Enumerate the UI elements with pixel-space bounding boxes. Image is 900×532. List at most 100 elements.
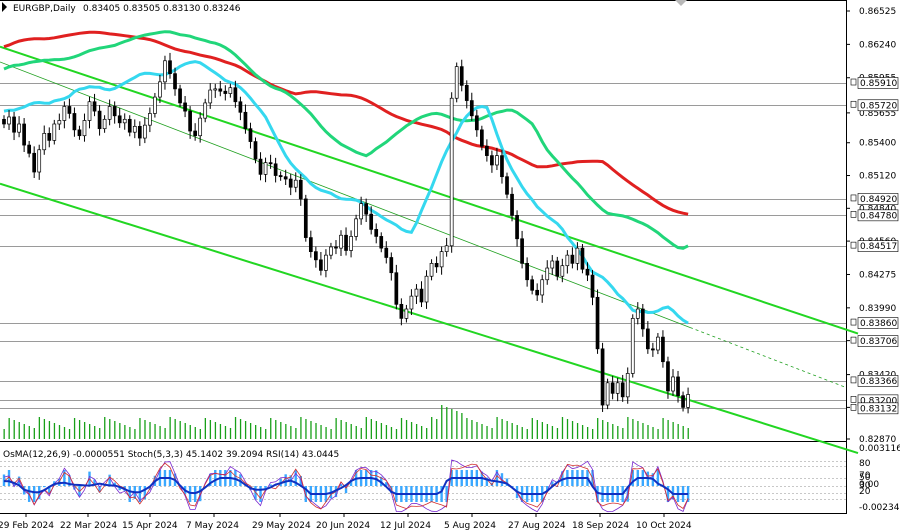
price-tick-label-8: 0.84275 xyxy=(859,270,896,280)
volume-bar-77 xyxy=(390,427,393,439)
level-label-7: 0.83366 xyxy=(850,375,899,387)
candle-28 xyxy=(142,117,147,144)
level-marker-icon xyxy=(850,241,857,249)
symbol-collapse-icon[interactable] xyxy=(2,2,7,12)
volume-bar-118 xyxy=(597,418,599,439)
volume-bar-81 xyxy=(410,422,413,439)
osma-bar-67 xyxy=(339,484,343,486)
candle-body-down xyxy=(268,162,273,165)
candle-body-down xyxy=(273,163,278,176)
volume-bar-124 xyxy=(627,417,629,439)
candle-114 xyxy=(575,242,580,271)
candle-81 xyxy=(409,289,414,315)
candle-body-down xyxy=(2,118,6,125)
candle-16 xyxy=(82,113,87,142)
candle-38 xyxy=(193,123,197,141)
moving-average-2 xyxy=(3,60,689,325)
osma-bar-18 xyxy=(93,479,96,486)
volume-bar-86 xyxy=(436,419,438,439)
candle-body-down xyxy=(485,145,489,156)
candle-72 xyxy=(364,198,369,223)
candle-56 xyxy=(283,169,288,186)
level-label-box xyxy=(857,77,899,89)
candle-37 xyxy=(188,106,192,139)
candle-106 xyxy=(535,283,540,301)
level-label-text: 0.84920 xyxy=(860,195,897,205)
candle-135 xyxy=(681,391,685,412)
candle-body-up xyxy=(409,295,414,310)
osma-bar-118 xyxy=(596,486,599,502)
candle-body-down xyxy=(233,87,238,103)
volume-bar-58 xyxy=(295,428,297,439)
volume-bar-15 xyxy=(78,420,81,439)
candle-body-down xyxy=(681,395,685,408)
candle-30 xyxy=(153,92,157,118)
candle-53 xyxy=(268,154,273,169)
candle-117 xyxy=(590,270,595,306)
level-label-text: 0.85910 xyxy=(860,79,897,89)
candle-body-up xyxy=(208,89,213,104)
candle-body-up xyxy=(404,308,409,319)
candle-77 xyxy=(389,252,394,281)
candle-body-up xyxy=(444,245,449,252)
candle-body-down xyxy=(303,198,308,238)
candle-body-up xyxy=(550,260,555,269)
osma-bar-51 xyxy=(259,486,262,502)
level-label-box xyxy=(857,193,899,205)
level-label-text: 0.83860 xyxy=(860,319,897,329)
volume-bar-35 xyxy=(179,421,181,439)
candle-25 xyxy=(127,115,132,137)
price-tick-label-0: 0.86525 xyxy=(859,7,896,17)
osma-bar-9 xyxy=(48,486,51,494)
level-label-1: 0.85720 xyxy=(850,99,899,111)
volume-bar-46 xyxy=(234,417,237,439)
candle-body-up xyxy=(495,155,499,166)
volume-bar-91 xyxy=(461,413,463,439)
shift-marker-icon[interactable] xyxy=(675,0,687,6)
volume-bar-110 xyxy=(556,428,559,439)
candle-32 xyxy=(163,55,167,90)
candle-body-up xyxy=(560,265,565,277)
volume-bar-93 xyxy=(471,420,473,439)
candle-51 xyxy=(258,152,263,181)
candle-body-up xyxy=(324,254,328,271)
volume-bar-62 xyxy=(315,423,317,439)
candle-body-up xyxy=(545,267,550,281)
level-label-box xyxy=(857,209,899,222)
volume-bar-12 xyxy=(63,427,66,439)
candle-130 xyxy=(656,333,660,355)
volume-bar-57 xyxy=(290,426,292,439)
rsi-line xyxy=(3,477,689,495)
osma-bar-13 xyxy=(68,475,71,486)
indicator-tick-label-1: 80 xyxy=(859,459,871,469)
osma-bar-56 xyxy=(284,474,287,486)
candle-128 xyxy=(645,321,650,354)
candle-body-down xyxy=(193,130,197,137)
volume-bar-98 xyxy=(496,417,498,439)
candle-body-down xyxy=(27,144,31,154)
volume-bar-3 xyxy=(18,422,20,439)
volume-bar-73 xyxy=(370,419,372,439)
candle-body-up xyxy=(198,117,203,137)
level-label-text: 0.83366 xyxy=(860,377,897,387)
volume-bar-80 xyxy=(405,420,408,439)
candle-111 xyxy=(560,258,565,283)
candle-48 xyxy=(243,104,248,134)
indicator-tick-label-2: 70 xyxy=(859,471,871,481)
volume-bar-60 xyxy=(305,419,307,439)
candle-115 xyxy=(580,244,585,274)
candle-84 xyxy=(424,270,429,309)
candle-83 xyxy=(419,281,424,308)
candle-body-up xyxy=(228,87,233,94)
level-label-box xyxy=(857,402,899,415)
volume-bar-95 xyxy=(481,424,483,439)
level-label-3: 0.84780 xyxy=(850,209,899,222)
volume-bar-84 xyxy=(426,428,428,439)
candle-58 xyxy=(293,172,298,193)
candle-122 xyxy=(615,377,620,402)
candle-body-up xyxy=(414,288,419,297)
osma-bar-125 xyxy=(631,470,634,486)
candle-90 xyxy=(454,62,459,103)
candle-49 xyxy=(248,122,253,149)
osma-bar-98 xyxy=(495,470,499,486)
